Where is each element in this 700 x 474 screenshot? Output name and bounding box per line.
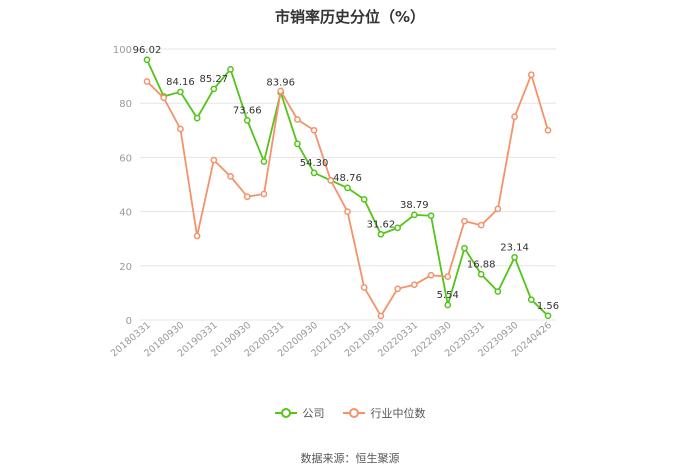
industry-data-point	[477, 221, 485, 229]
industry-data-point	[210, 156, 218, 164]
data-label: 38.79	[400, 200, 429, 211]
company-data-point	[360, 196, 368, 203]
company-data-point	[477, 270, 485, 278]
industry-data-point	[143, 78, 151, 85]
industry-data-point	[310, 126, 318, 134]
industry-data-point	[193, 232, 201, 240]
y-tick-label: 60	[119, 153, 132, 164]
company-data-point	[377, 230, 385, 238]
company-data-point	[344, 184, 351, 192]
data-label: 16.88	[467, 259, 496, 270]
company-data-point	[427, 212, 435, 220]
industry-data-point	[544, 126, 552, 134]
company-data-point	[210, 85, 218, 93]
data-label: 96.02	[133, 45, 162, 56]
industry-data-point	[227, 173, 234, 180]
data-label: 1.56	[537, 301, 559, 312]
industry-data-point	[444, 273, 452, 280]
data-label: 48.76	[333, 173, 362, 184]
legend-label-industry: 行业中位数	[370, 407, 426, 420]
company-data-point	[511, 253, 518, 261]
industry-data-point	[277, 87, 285, 95]
legend-line-circle-icon	[342, 408, 365, 418]
company-data-point	[310, 169, 318, 177]
source-text: 数据来源：恒生聚源	[300, 452, 400, 465]
company-data-point	[260, 158, 268, 165]
y-tick-label: 100	[113, 45, 132, 56]
chart-title: 市销率历史分位（%）	[274, 8, 426, 26]
company-data-point	[494, 288, 502, 295]
industry-data-point	[243, 193, 251, 201]
industry-data-point	[461, 217, 468, 225]
data-label: 31.62	[367, 219, 396, 230]
data-label: 54.30	[300, 158, 329, 169]
industry-data-point	[360, 284, 368, 291]
industry-data-point	[527, 71, 535, 79]
y-tick-label: 40	[119, 208, 132, 219]
industry-data-point	[427, 271, 435, 279]
industry-data-point	[327, 177, 335, 184]
company-data-point	[294, 140, 301, 148]
data-label: 83.96	[266, 77, 295, 88]
industry-data-point	[410, 281, 418, 289]
y-tick-label: 20	[119, 262, 132, 273]
industry-series-line	[146, 71, 549, 318]
company-data-point	[410, 211, 418, 219]
company-data-point	[243, 117, 251, 124]
industry-data-point	[511, 113, 518, 121]
industry-data-point	[177, 125, 184, 133]
company-data-point	[444, 301, 452, 309]
legend-label-company: 公司	[302, 407, 325, 420]
y-tick-label: 80	[119, 99, 132, 110]
industry-data-point	[160, 94, 168, 102]
company-data-point	[461, 244, 468, 252]
data-label: 85.27	[200, 74, 229, 85]
legend-line-circle-icon	[274, 408, 297, 418]
company-data-point	[544, 312, 552, 320]
company-data-point	[527, 296, 535, 304]
industry-data-point	[294, 116, 301, 123]
data-label: 5.54	[437, 290, 459, 301]
company-data-point	[394, 224, 401, 232]
legend-item-industry[interactable]: 行业中位数	[342, 405, 426, 421]
data-label: 23.14	[500, 242, 529, 253]
company-data-point	[177, 88, 184, 96]
data-label: 84.16	[166, 77, 195, 88]
industry-data-point	[344, 208, 351, 215]
industry-data-point	[260, 190, 268, 198]
industry-data-point	[394, 285, 401, 293]
y-tick-label: 0	[126, 316, 132, 327]
industry-data-point	[377, 312, 385, 320]
company-data-point	[227, 65, 234, 73]
company-data-point	[193, 114, 201, 122]
legend-item-company[interactable]: 公司	[274, 405, 325, 421]
industry-data-point	[494, 205, 502, 213]
legend: 公司 行业中位数	[0, 405, 700, 421]
data-label: 73.66	[233, 105, 262, 116]
company-data-point	[143, 56, 151, 64]
